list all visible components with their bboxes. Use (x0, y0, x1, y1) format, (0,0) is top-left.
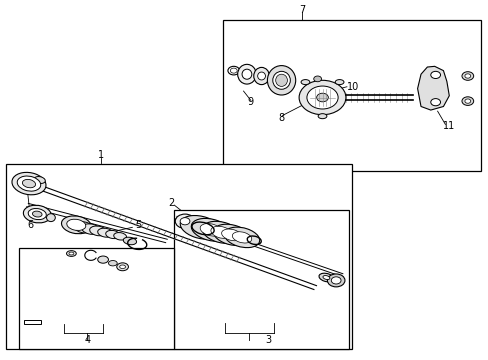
Ellipse shape (202, 221, 240, 243)
Circle shape (230, 68, 237, 73)
Ellipse shape (89, 226, 106, 236)
Circle shape (175, 214, 194, 228)
Ellipse shape (180, 216, 221, 239)
Ellipse shape (69, 252, 74, 255)
Polygon shape (417, 66, 448, 110)
Ellipse shape (114, 233, 126, 240)
Ellipse shape (242, 69, 251, 79)
Text: 8: 8 (278, 113, 284, 123)
Bar (5, 164, 351, 348)
Circle shape (299, 80, 345, 115)
Ellipse shape (191, 219, 230, 241)
Ellipse shape (81, 224, 100, 234)
Circle shape (316, 93, 328, 102)
Ellipse shape (32, 211, 42, 217)
Bar (24, 320, 41, 324)
Circle shape (461, 97, 473, 105)
Ellipse shape (34, 176, 45, 184)
Ellipse shape (28, 208, 46, 220)
Ellipse shape (74, 222, 93, 233)
Ellipse shape (267, 66, 295, 95)
Ellipse shape (98, 256, 108, 263)
Ellipse shape (224, 227, 259, 248)
Ellipse shape (213, 224, 249, 246)
Text: 5: 5 (135, 220, 141, 230)
Text: 6: 6 (28, 220, 34, 230)
Text: 2: 2 (168, 198, 174, 208)
Ellipse shape (232, 232, 251, 243)
Circle shape (227, 66, 239, 75)
Ellipse shape (67, 219, 85, 230)
Bar (173, 211, 348, 348)
Ellipse shape (210, 226, 231, 238)
Circle shape (306, 86, 337, 109)
Ellipse shape (318, 273, 333, 282)
Ellipse shape (123, 237, 136, 245)
Ellipse shape (22, 179, 36, 188)
Ellipse shape (12, 172, 46, 195)
Circle shape (461, 72, 473, 80)
Ellipse shape (61, 216, 91, 234)
Circle shape (430, 71, 440, 78)
Ellipse shape (301, 80, 309, 85)
Text: 4: 4 (84, 335, 90, 345)
Ellipse shape (272, 71, 290, 89)
Ellipse shape (275, 74, 287, 86)
Ellipse shape (66, 251, 76, 256)
Ellipse shape (221, 229, 241, 241)
Text: 1: 1 (98, 150, 103, 160)
Ellipse shape (334, 80, 343, 85)
Ellipse shape (23, 205, 51, 223)
Ellipse shape (120, 265, 125, 269)
Ellipse shape (117, 263, 128, 271)
Text: 11: 11 (442, 121, 454, 131)
Circle shape (313, 76, 321, 82)
Ellipse shape (322, 275, 329, 279)
Ellipse shape (108, 261, 117, 266)
Circle shape (180, 218, 189, 225)
Bar (222, 21, 480, 171)
Circle shape (464, 74, 470, 78)
Text: 9: 9 (247, 97, 253, 107)
Ellipse shape (105, 230, 120, 239)
Ellipse shape (257, 72, 265, 80)
Ellipse shape (200, 224, 222, 236)
Text: 10: 10 (346, 82, 358, 93)
Ellipse shape (98, 228, 113, 237)
Bar (19, 248, 173, 348)
Text: 3: 3 (264, 335, 270, 345)
Circle shape (330, 277, 340, 284)
Ellipse shape (46, 214, 55, 222)
Ellipse shape (253, 67, 269, 85)
Circle shape (327, 274, 344, 287)
Circle shape (430, 99, 440, 106)
Circle shape (464, 99, 470, 103)
Ellipse shape (237, 64, 256, 84)
Text: 7: 7 (298, 5, 305, 15)
Ellipse shape (318, 114, 326, 119)
Ellipse shape (17, 176, 41, 191)
